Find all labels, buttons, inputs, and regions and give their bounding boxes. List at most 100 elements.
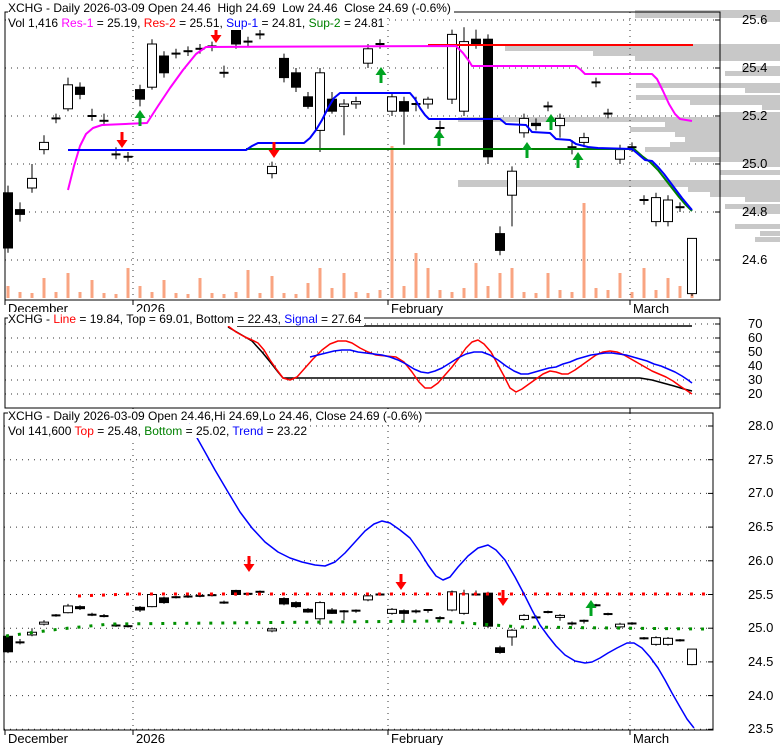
header-segment: = 25.02, [182, 424, 233, 438]
header-segment: Signal [284, 312, 318, 326]
candle-body [459, 41, 469, 112]
volume-by-price-bar [665, 122, 780, 127]
x-axis-label: March [633, 301, 670, 316]
volume-bar [126, 268, 130, 298]
volume-bar [678, 286, 682, 298]
y-axis-label: 20 [748, 386, 763, 401]
header-segment: = 25.51, [175, 16, 227, 30]
y-axis-label: 27.5 [748, 451, 774, 467]
volume-by-price-bar [745, 209, 780, 214]
volume-bar [78, 292, 82, 298]
volume-bar [378, 290, 382, 298]
header-segment: = 25.48, [93, 424, 145, 438]
volume-bar [438, 290, 442, 298]
candle-body [555, 117, 565, 127]
candle-body [363, 595, 373, 601]
y-axis-label: 24.6 [742, 252, 768, 267]
volume-bar [414, 253, 418, 298]
volume-by-price-bar [458, 117, 780, 122]
candle-body [615, 623, 625, 628]
volume-bar [66, 273, 70, 298]
x-axis-label: February [391, 301, 444, 316]
buy-signal-arrow [545, 114, 557, 122]
y-axis-label: 25.0 [748, 620, 774, 636]
candle-body [447, 591, 457, 611]
volume-by-price-bar [636, 95, 780, 100]
volume-bar [606, 290, 610, 298]
volume-by-price-bar [745, 162, 780, 167]
candle-body [291, 602, 301, 608]
y-axis-label: 25.0 [742, 156, 768, 171]
volume-by-price-bar [685, 137, 780, 142]
volume-by-price-bar [505, 44, 780, 51]
y-axis-label: 70 [748, 316, 763, 331]
volume-by-price-bar [742, 66, 780, 71]
volume-by-price-bar [670, 142, 780, 147]
volume-by-price-bar [675, 132, 780, 137]
header-segment: = 23.22 [263, 424, 308, 438]
candle-body [63, 84, 73, 110]
volume-by-price-bar [635, 10, 780, 18]
y-axis-label: 28.0 [748, 418, 774, 433]
volume-bar [18, 292, 22, 298]
sell-signal-arrow [399, 574, 403, 583]
sell-signal-arrow [120, 132, 124, 141]
volume-bar [162, 280, 166, 298]
candle-body [663, 199, 673, 223]
candle-body [39, 621, 49, 625]
header-segment: = 24.81 [340, 16, 385, 30]
volume-bar [486, 286, 490, 298]
volume-bar [30, 293, 34, 298]
candle-body [315, 602, 325, 620]
volume-by-price-bar [688, 187, 780, 192]
volume-bar [558, 290, 562, 298]
candle-body [507, 170, 517, 196]
buy-signal-arrow [576, 160, 580, 168]
indicator-bottom-dotted [5, 619, 705, 638]
y-axis-label: 25.4 [742, 60, 768, 75]
candle-body [63, 605, 73, 614]
header-segment: Res-2 [143, 16, 176, 30]
indicator-res-1 [67, 45, 693, 191]
panel1-subtitle: Vol 1,416 Res-1 = 25.19, Res-2 = 25.51, … [8, 16, 388, 30]
volume-bar [174, 293, 178, 298]
volume-bar [342, 273, 346, 298]
candle-body [339, 103, 349, 107]
volume-bar [462, 288, 466, 298]
panel-border [3, 412, 714, 731]
indicator-sup-1 [68, 92, 693, 211]
y-axis-label: 23.5 [748, 721, 774, 737]
indicator-signal-indicator [309, 349, 693, 384]
y-axis-label: 50 [748, 344, 763, 359]
candle-body [75, 86, 85, 95]
header-segment: = 19.84, Top = 69.01, Bottom = 22.43, [76, 312, 285, 326]
sell-signal-arrow [395, 582, 407, 590]
y-axis-label: 24.8 [742, 204, 768, 219]
candle-body [447, 33, 457, 100]
buy-signal-arrow [433, 130, 445, 138]
y-axis-label: 27.0 [748, 485, 774, 501]
volume-by-price-bar [762, 105, 780, 110]
volume-bar [102, 293, 106, 298]
buy-signal-arrow [589, 608, 593, 616]
volume-bar [222, 294, 226, 298]
candle-body [315, 72, 325, 131]
candle-body [3, 192, 13, 249]
candle-body [483, 38, 493, 158]
volume-bar [534, 293, 538, 298]
volume-bar [582, 203, 586, 298]
volume-bar [330, 288, 334, 298]
candle-body [495, 647, 505, 653]
volume-by-price-bar [690, 157, 780, 162]
sell-signal-arrow [243, 564, 255, 572]
indicator-sup-2 [246, 148, 693, 212]
candle-body [27, 177, 37, 189]
candle-body [531, 122, 541, 127]
volume-by-price-bar [735, 224, 780, 229]
indicator-bottom-level [227, 326, 693, 392]
candle-body [3, 635, 13, 653]
candle-body [267, 165, 277, 175]
panel3-title: XCHG - Daily 2026-03-09 Open 24.46,Hi 24… [8, 409, 426, 423]
volume-bar [306, 283, 310, 298]
